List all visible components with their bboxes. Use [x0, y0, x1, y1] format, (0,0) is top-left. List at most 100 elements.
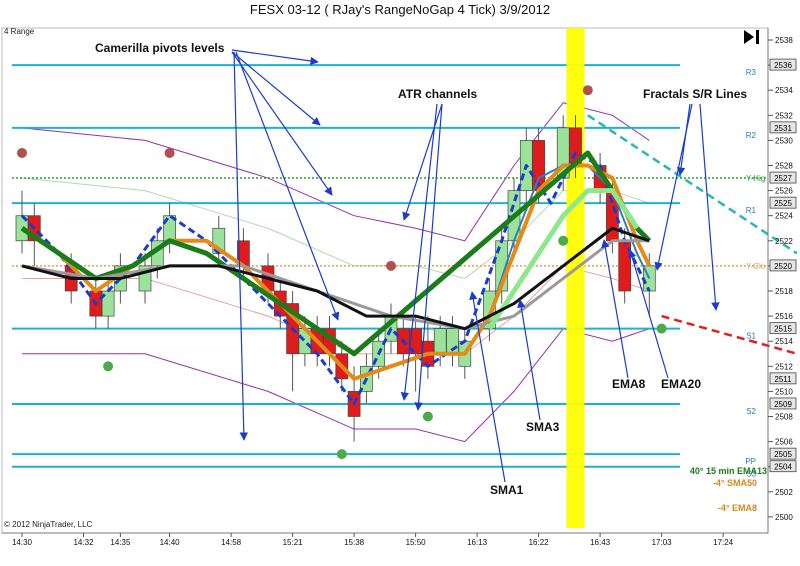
chart-title: FESX 03-12 ( RJay's RangeNoGap 4 Tick) 3…: [250, 2, 550, 17]
trend-lines: [587, 114, 798, 355]
atr-channel-1: [22, 328, 650, 443]
x-tick-label: 17:03: [652, 538, 673, 547]
y-tick-label: 2530: [775, 136, 793, 145]
x-tick-label: 14:35: [110, 538, 131, 547]
price-box: [769, 58, 797, 71]
pivot-label-r2: R2: [746, 131, 757, 140]
x-tick-label: 17:24: [713, 538, 734, 547]
pivot-levels: R3 R2 R1 S1 S2 PP S3 Y-Hig Y-Clo: [12, 64, 766, 479]
legend-sma50: -4° SMA50: [713, 478, 757, 488]
price-boxes: 2536 2531 2527 2525 2520 2515 2511 2509 2505 2504: [769, 58, 797, 473]
fractal-points: [17, 85, 667, 460]
candles: [15, 115, 656, 442]
y-tick-label: 2510: [775, 387, 793, 396]
annotation-sma1: SMA1: [490, 483, 524, 497]
x-axis: 14:30 14:32 14:35 14:40 14:58 15:21 15:38 15:50…: [2, 532, 768, 547]
annotation-arrow: [402, 103, 443, 221]
annotation-arrow: [231, 49, 319, 66]
x-tick-label: 16:13: [467, 538, 488, 547]
y-tick-label: 2526: [775, 187, 793, 196]
y-tick-label: 2502: [775, 488, 793, 497]
fractal-dot: [386, 260, 396, 271]
y-tick-label: 2528: [775, 162, 793, 171]
series-ema13: [487, 188, 640, 331]
y-tick-label: 2512: [775, 362, 793, 371]
annotation-camerilla: Camerilla pivots levels: [95, 41, 225, 55]
fractal-dot: [582, 85, 593, 96]
play-end-icon[interactable]: [744, 30, 759, 44]
pivot-label-s1: S1: [746, 332, 756, 341]
y-tick-label: 2532: [775, 111, 793, 120]
price-box: [769, 460, 797, 473]
price-box-label: 2536: [774, 61, 792, 70]
price-box: [769, 259, 797, 272]
price-box-label: 2511: [774, 375, 792, 384]
x-tick-label: 14:30: [12, 538, 33, 547]
fractal-dot: [558, 235, 569, 246]
plot-area: [1, 27, 769, 534]
price-box: [769, 397, 797, 410]
annotation-arrow: [517, 299, 541, 421]
x-tick-label: 14:40: [160, 538, 181, 547]
y-tick-label: 2534: [775, 86, 793, 95]
price-box-label: 2505: [774, 450, 792, 459]
pivot-label-pp: PP: [745, 457, 756, 466]
annotation-atr: ATR channels: [398, 87, 477, 101]
highlight-bar: [566, 28, 585, 528]
annotation-fractals: Fractals S/R Lines: [643, 87, 747, 101]
y-tick-label: 2518: [775, 287, 793, 296]
y-tick-label: 2514: [775, 337, 793, 346]
fractal-dot: [17, 147, 27, 158]
price-box: [769, 322, 797, 335]
annotation-arrow: [699, 103, 720, 311]
annotation-arrow: [654, 103, 693, 271]
pivot-label-s3: S3: [746, 470, 756, 479]
price-box-label: 2525: [774, 199, 792, 208]
annotation-arrow: [400, 103, 438, 401]
annotation-ema8: EMA8: [612, 377, 646, 391]
y-tick-label: 2506: [775, 438, 793, 447]
highlight-rect: [566, 28, 585, 528]
annotation-arrows: [231, 49, 720, 483]
annotation-arrow: [233, 51, 249, 441]
trend-line-0: [587, 114, 798, 255]
annotation-arrow: [628, 249, 669, 379]
annotation-arrow: [469, 291, 506, 483]
candle: [433, 328, 447, 355]
price-box: [769, 121, 797, 134]
price-box-label: 2504: [774, 463, 792, 472]
pivot-label-r3: R3: [746, 68, 757, 77]
y-tick-label: 2500: [775, 513, 793, 522]
x-tick-label: 14:58: [221, 538, 242, 547]
price-box-label: 2531: [774, 124, 792, 133]
x-tick-label: 14:32: [73, 538, 94, 547]
trend-line-1: [661, 314, 798, 355]
annotation-arrow: [231, 51, 333, 196]
price-box-label: 2515: [774, 325, 792, 334]
fractal-dot: [336, 449, 347, 460]
price-box-label: 2520: [774, 262, 792, 271]
pivot-label-r1: R1: [746, 206, 757, 215]
level-label-1: Y-Clo: [746, 262, 766, 271]
chart-subtitle: 4 Range: [4, 27, 35, 36]
x-tick-label: 16:43: [590, 538, 611, 547]
annotation-sma3: SMA3: [526, 420, 560, 434]
annotation-ema20: EMA20: [661, 377, 701, 391]
y-tick-label: 2516: [775, 312, 793, 321]
legend-ema13: 40° 15 min EMA13: [690, 466, 767, 476]
price-box: [769, 372, 797, 385]
y-tick-label: 2522: [775, 237, 793, 246]
fractal-dot: [103, 361, 114, 372]
price-box: [769, 447, 797, 460]
annotation-arrow: [231, 51, 321, 126]
annotation-arrow: [414, 103, 443, 411]
annotation-arrow: [601, 239, 629, 379]
legend-ema8: -4° EMA8: [718, 503, 757, 513]
price-box: [769, 171, 797, 184]
x-tick-label: 15:21: [283, 538, 304, 547]
x-tick-label: 15:38: [344, 538, 365, 547]
price-box: [769, 196, 797, 209]
level-label-0: Y-Hig: [746, 174, 765, 183]
fractal-dot: [422, 411, 433, 422]
